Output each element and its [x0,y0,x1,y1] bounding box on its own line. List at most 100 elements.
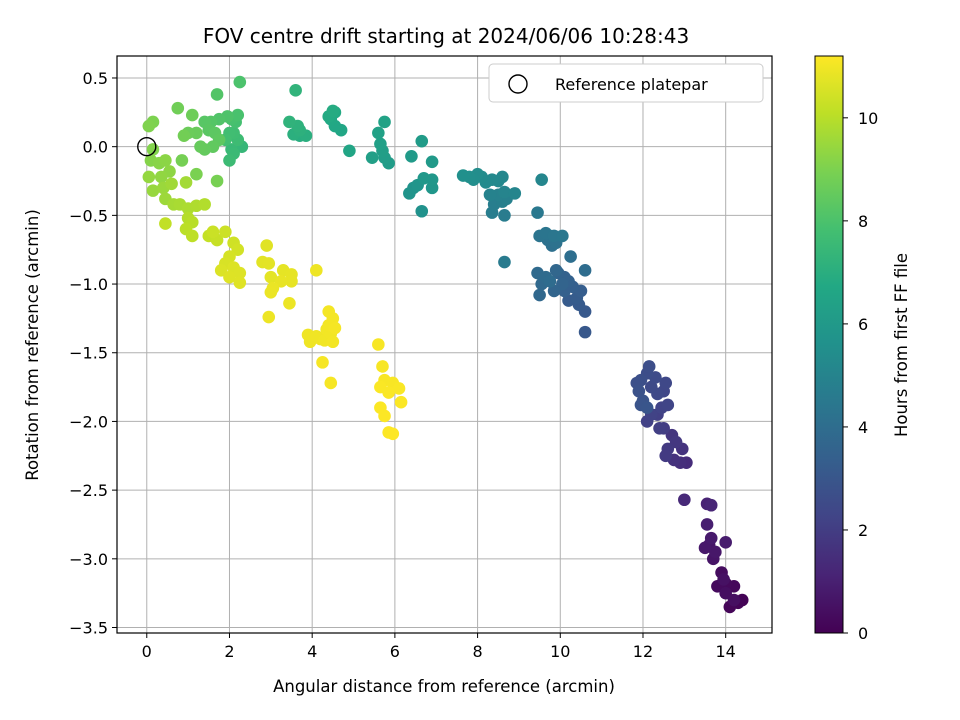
legend: Reference platepar [488,63,764,103]
colorbar-label: Hours from first FF file [892,253,911,437]
data-point [146,184,160,197]
data-point [508,187,522,200]
reference-marker-group [137,136,157,157]
data-point [653,422,666,435]
data-point [154,170,168,184]
colorbar-ticks: 0 2 4 6 8 10 [843,109,878,643]
data-point [547,284,561,298]
data-point [264,285,278,299]
data-point [543,275,557,288]
data-point [142,170,156,184]
data-point [556,277,569,291]
data-point [326,104,340,118]
colorbar-tick-label: 0 [858,624,868,643]
legend-marker-open-circle [508,74,528,94]
data-point [403,187,416,200]
data-point [382,386,395,399]
plot-frame [116,55,773,634]
data-point [405,149,418,163]
data-point [378,115,391,129]
data-point [372,126,385,140]
x-axis-label: Angular distance from reference (arcmin) [273,677,615,696]
data-point [142,119,156,133]
data-point [376,360,389,373]
legend-box [488,63,764,103]
y-tick-label: −1.0 [69,275,108,294]
data-point [324,376,338,390]
data-point [264,270,278,284]
data-point [578,325,592,339]
data-point [415,204,429,218]
data-point [171,101,185,115]
data-point [386,427,400,441]
data-point [233,276,247,289]
data-point [233,266,247,280]
data-point [190,167,203,181]
legend-label: Reference platepar [555,75,708,94]
data-point [159,154,172,167]
data-point [260,239,273,252]
data-point [262,257,276,270]
data-point [704,531,718,545]
data-point [283,115,296,129]
colorbar-tick-label: 4 [858,418,868,437]
data-point [285,275,298,288]
data-point [198,198,211,211]
data-point [283,296,296,310]
data-point [343,144,356,158]
colorbar-tick-label: 8 [858,212,868,231]
data-point [175,154,189,167]
data-point [210,88,224,101]
data-point [177,129,191,142]
data-point [392,382,406,395]
data-point [210,174,224,188]
data-point [535,173,548,186]
data-point [165,177,178,191]
data-point [659,376,673,390]
data-point [483,188,497,202]
data-point [328,321,342,335]
x-axis-ticks: 0 2 4 6 8 10 12 14 [142,633,736,661]
data-point [185,108,199,122]
data-point [219,225,232,239]
data-point [274,275,288,288]
data-point [316,356,329,369]
x-tick-label: 12 [633,642,653,661]
data-point [719,586,732,600]
y-tick-label: 0.0 [83,138,108,157]
x-tick-label: 8 [472,642,482,661]
y-tick-label: −3.0 [69,550,108,569]
data-point [289,84,302,97]
data-point [661,398,675,412]
data-point [322,305,336,318]
data-point [214,264,228,277]
data-point [659,449,673,463]
data-point [185,229,199,243]
data-point [531,206,544,219]
x-tick-label: 2 [224,642,234,661]
data-point [644,380,658,394]
data-point [194,140,207,153]
data-point [394,395,408,409]
data-point [564,250,577,263]
data-point [365,151,379,164]
x-tick-label: 6 [390,642,400,661]
data-point [632,384,646,398]
data-point [456,169,470,182]
data-point [698,541,712,555]
data-point [704,498,718,512]
data-point [549,264,563,277]
x-tick-label: 0 [142,642,152,661]
data-point [223,154,236,167]
data-point [417,171,431,185]
reference-platepar-marker [137,136,157,157]
data-point [700,518,714,531]
data-point [669,435,683,449]
data-point [231,243,245,257]
data-point [709,545,722,559]
data-points [142,75,749,614]
data-point [233,75,247,89]
data-point [231,108,245,122]
data-point [415,134,429,148]
